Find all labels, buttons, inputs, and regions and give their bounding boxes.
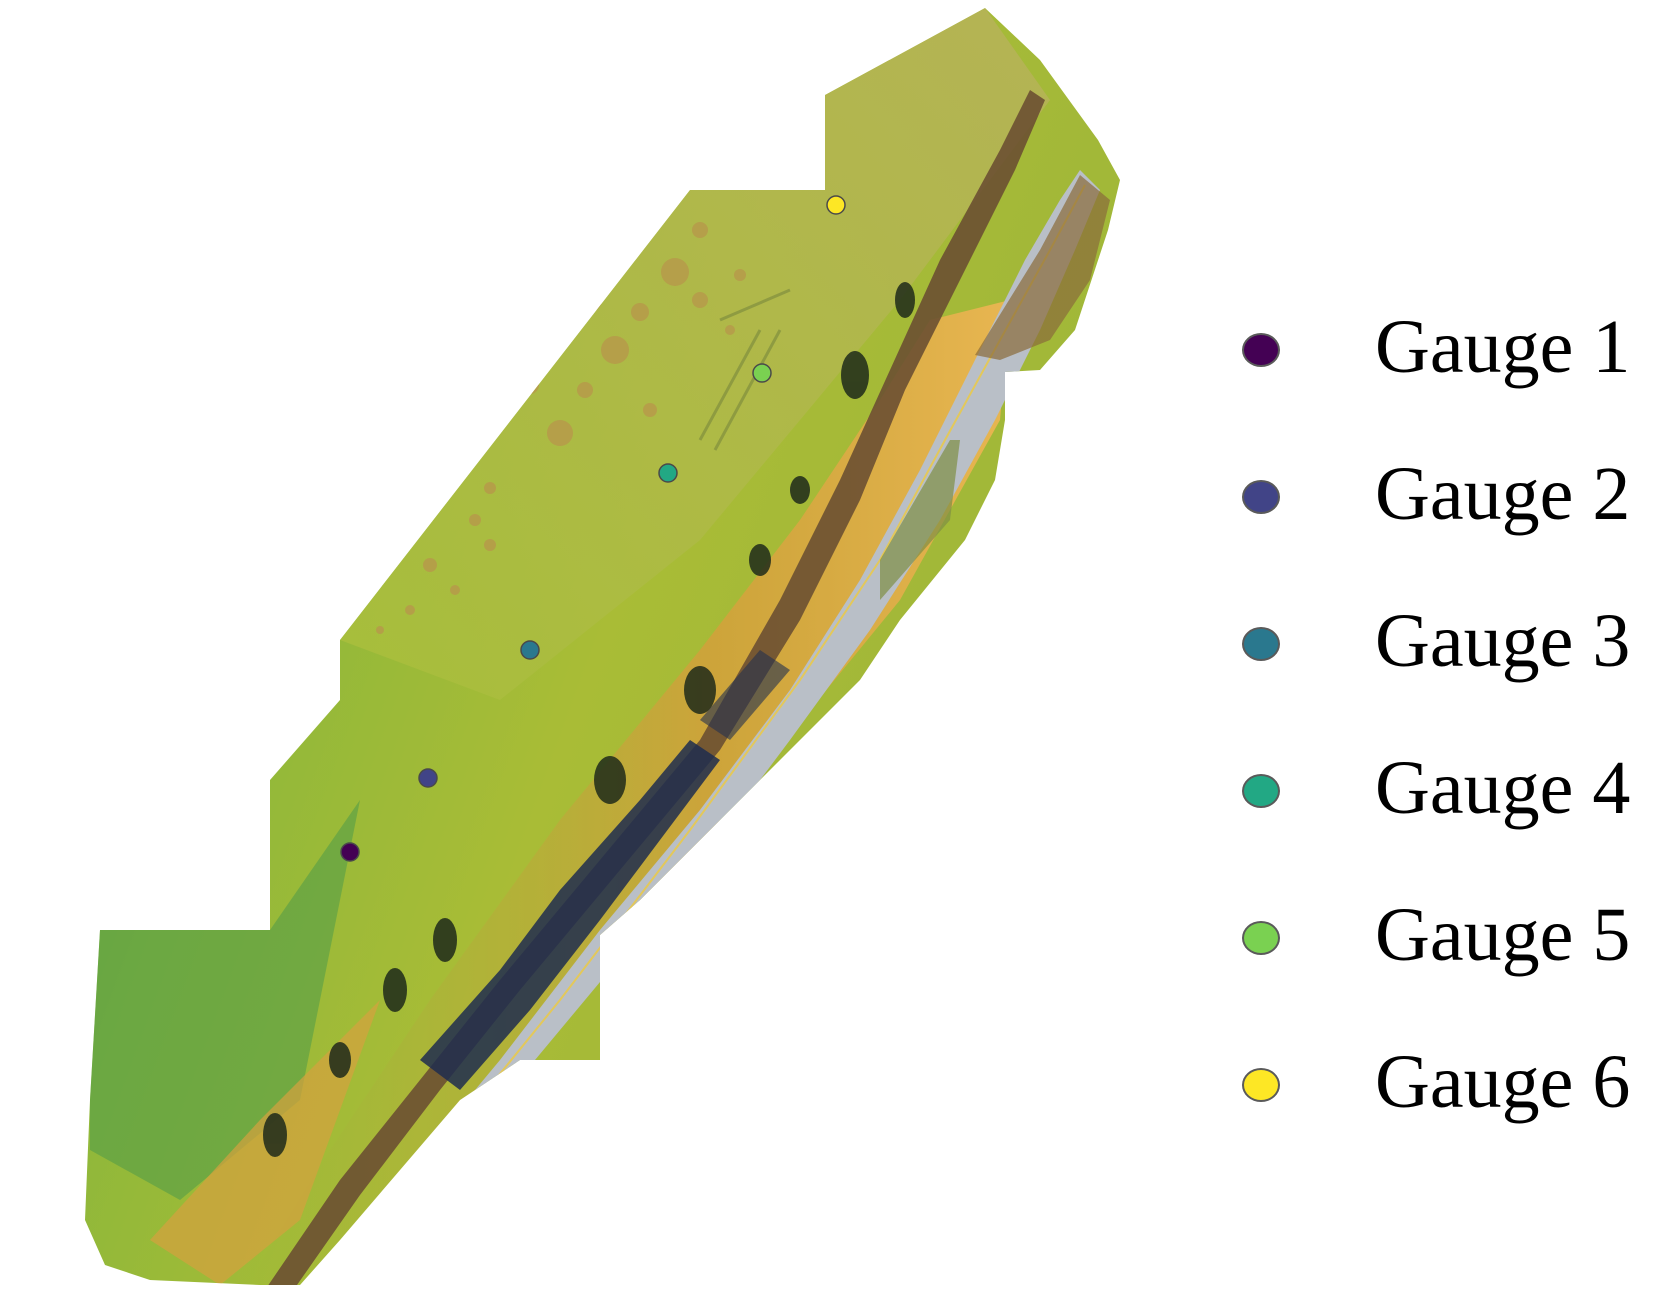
gauge-4-marker-icon: [1242, 774, 1280, 808]
gauge-1-marker-icon: [1242, 333, 1280, 367]
gauge-2-marker: [418, 768, 438, 788]
legend-label-gauge-2: Gauge 2: [1375, 452, 1631, 536]
gauge-4-marker: [658, 463, 678, 483]
legend-label-gauge-3: Gauge 3: [1375, 599, 1631, 683]
legend-label-gauge-5: Gauge 5: [1375, 893, 1631, 977]
gauge-6-marker: [826, 195, 846, 215]
legend-item-gauge-1: Gauge 1: [1240, 300, 1650, 447]
legend-label-gauge-1: Gauge 1: [1375, 305, 1631, 389]
gauge-5-marker-icon: [1242, 921, 1280, 955]
legend-label-gauge-6: Gauge 6: [1375, 1040, 1631, 1124]
gauge-2-marker-icon: [1242, 480, 1280, 514]
legend-item-gauge-6: Gauge 6: [1240, 1035, 1650, 1182]
gauge-markers: [340, 195, 846, 862]
legend-item-gauge-4: Gauge 4: [1240, 741, 1650, 888]
orthomosaic-image: [85, 8, 1120, 1285]
gauge-1-marker: [340, 842, 360, 862]
gauge-6-marker-icon: [1242, 1068, 1280, 1102]
legend-item-gauge-2: Gauge 2: [1240, 447, 1650, 594]
gauge-3-marker: [520, 640, 540, 660]
legend: Gauge 1 Gauge 2 Gauge 3 Gauge 4 Gauge 5 …: [1240, 300, 1650, 1182]
legend-item-gauge-3: Gauge 3: [1240, 594, 1650, 741]
legend-item-gauge-5: Gauge 5: [1240, 888, 1650, 1035]
gauge-5-marker: [752, 363, 772, 383]
gauge-3-marker-icon: [1242, 627, 1280, 661]
legend-label-gauge-4: Gauge 4: [1375, 746, 1631, 830]
